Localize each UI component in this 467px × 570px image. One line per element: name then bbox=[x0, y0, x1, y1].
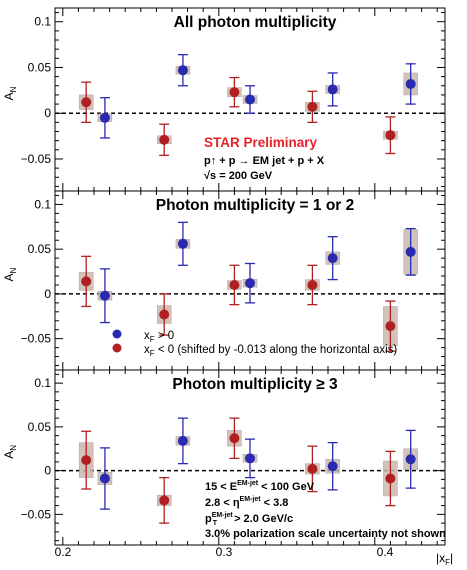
panel-3-series-1-point-1-marker bbox=[99, 473, 110, 484]
x-tick-label-0.4: 0.4 bbox=[377, 545, 394, 559]
panel-1-y-tick-label: −0.05 bbox=[21, 152, 52, 166]
panel-3-y-tick-label: 0.05 bbox=[28, 420, 52, 434]
y-axis-title-main: A bbox=[2, 451, 16, 459]
panel-2-y-tick-label: 0.05 bbox=[28, 242, 52, 256]
panel-2-y-tick-label: 0.1 bbox=[34, 197, 51, 211]
legend-blue-x: x bbox=[144, 330, 150, 342]
panel-1-y-tick-label: 0.1 bbox=[34, 15, 51, 29]
star-preliminary-label: STAR Preliminary bbox=[204, 135, 318, 150]
energy-cut-label: 15 < EEM-jet < 100 GeV bbox=[205, 480, 315, 493]
panel-2-series-2-point-1-marker bbox=[81, 276, 92, 287]
panel-1-series-2-point-1-marker bbox=[81, 97, 92, 108]
panel-1-y-tick-label: 0 bbox=[44, 106, 51, 120]
x-axis-title-main: |x bbox=[436, 551, 445, 565]
panel-1-series-1-point-2-marker bbox=[177, 65, 188, 76]
panel-1-series-1-point-4-marker bbox=[327, 84, 338, 95]
polarization-note: 3.0% polarization scale uncertainty not … bbox=[205, 528, 446, 540]
y-axis-title-sub: N bbox=[9, 86, 18, 92]
legend-red-rest: < 0 (shifted by -0.013 along the horizon… bbox=[155, 344, 398, 356]
panel-2-y-axis-title: AN bbox=[2, 268, 18, 282]
x-axis-title-sub: F bbox=[445, 558, 450, 567]
kinematic-cuts: 15 < EEM-jet < 100 GeV 2.8 < ηEM-jet < 3… bbox=[205, 480, 446, 540]
panel-1-y-tick-label: 0.05 bbox=[28, 60, 52, 74]
panel-3-y-tick-label: −0.05 bbox=[21, 507, 52, 521]
reaction-label: p↑ + p → EM jet + p + X bbox=[204, 155, 325, 167]
panel-1-series-2-point-5-marker bbox=[385, 130, 396, 141]
panel-3-series-2-point-5-marker bbox=[385, 473, 396, 484]
panel-2-series-2-point-3-marker bbox=[229, 279, 240, 290]
panel-3-series-2-point-2-marker bbox=[159, 495, 170, 506]
panel-3-series-1-point-3-marker bbox=[245, 453, 255, 464]
panel-1-series-1-point-3-marker bbox=[245, 94, 255, 105]
x-axis-labels: 0.2 0.3 0.4 |xF| bbox=[55, 545, 453, 567]
preliminary-annotation: STAR Preliminary p↑ + p → EM jet + p + X… bbox=[204, 135, 325, 182]
legend-red-label: xF < 0 (shifted by -0.013 along the hori… bbox=[144, 344, 397, 358]
legend-blue-sub: F bbox=[150, 335, 155, 344]
panel-1-title: All photon multiplicity bbox=[174, 14, 337, 31]
panel-2-series-1-point-3-marker bbox=[245, 278, 255, 289]
panel-3-y-tick-label: 0.1 bbox=[34, 376, 51, 390]
y-axis-title-main: A bbox=[2, 92, 16, 100]
panel-3-series-1-point-4-marker bbox=[327, 461, 338, 472]
panel-1-series-1-point-5-marker bbox=[405, 78, 416, 89]
eta-cut-label: 2.8 < ηEM-jet < 3.8 bbox=[205, 496, 288, 509]
panel-2-title: Photon multiplicity = 1 or 2 bbox=[156, 197, 355, 214]
panel-1-y-axis-title: AN bbox=[2, 86, 18, 100]
panel-2-series-2-point-5-marker bbox=[385, 321, 396, 332]
panel-2-series-1-point-5-marker bbox=[405, 246, 416, 257]
panel-2-y-tick-label: 0 bbox=[44, 287, 51, 301]
panel-3-series-2-point-3-marker bbox=[229, 433, 240, 444]
panel-2-series-2-point-2-marker bbox=[159, 309, 170, 320]
panel-2-series-1-point-4-marker bbox=[327, 253, 338, 264]
x-axis-title-end: | bbox=[450, 551, 453, 565]
panel-3-series-1-point-5-marker bbox=[405, 454, 416, 465]
y-axis-title-sub: N bbox=[9, 268, 18, 274]
x-tick-label-0.3: 0.3 bbox=[216, 545, 233, 559]
legend-red-x: x bbox=[144, 344, 150, 356]
energy-label: √s = 200 GeV bbox=[204, 170, 273, 182]
x-axis-title: |xF| bbox=[436, 551, 453, 567]
y-axis-title-main: A bbox=[2, 274, 16, 282]
x-tick-label-0.2: 0.2 bbox=[55, 545, 72, 559]
legend-blue-marker bbox=[112, 329, 122, 339]
panel-1-series-2-point-4-marker bbox=[307, 101, 318, 112]
panel-2-series-2-point-4-marker bbox=[307, 279, 318, 290]
panel-3-y-axis-title: AN bbox=[2, 445, 18, 459]
panel-3-title: Photon multiplicity ≥ 3 bbox=[172, 376, 338, 393]
panel-1-series-2-point-2-marker bbox=[159, 134, 170, 145]
panel-2-series-1-point-2-marker bbox=[177, 238, 188, 249]
legend-red-marker bbox=[112, 343, 122, 353]
panel-1-series-1-point-1-marker bbox=[99, 112, 110, 123]
legend-blue-label: xF > 0 bbox=[144, 330, 174, 344]
panel-3-y-tick-label: 0 bbox=[44, 464, 51, 478]
y-axis-title-sub: N bbox=[9, 445, 18, 451]
panel-1-series-2-point-3-marker bbox=[229, 87, 240, 98]
pt-cut-label: pEM-jet T > 2.0 GeV/c bbox=[205, 512, 293, 527]
panel-2-y-tick-label: −0.05 bbox=[21, 332, 52, 346]
panel-2-series-1-point-1-marker bbox=[99, 290, 110, 301]
panel-3-series-1-point-2-marker bbox=[177, 435, 188, 446]
legend-blue-rest: > 0 bbox=[155, 330, 175, 342]
panel-3-series-2-point-4-marker bbox=[307, 463, 318, 474]
legend-red-sub: F bbox=[150, 349, 155, 358]
legend: xF > 0 xF < 0 (shifted by -0.013 along t… bbox=[112, 329, 397, 358]
panel-3-series-2-point-1-marker bbox=[81, 455, 92, 466]
